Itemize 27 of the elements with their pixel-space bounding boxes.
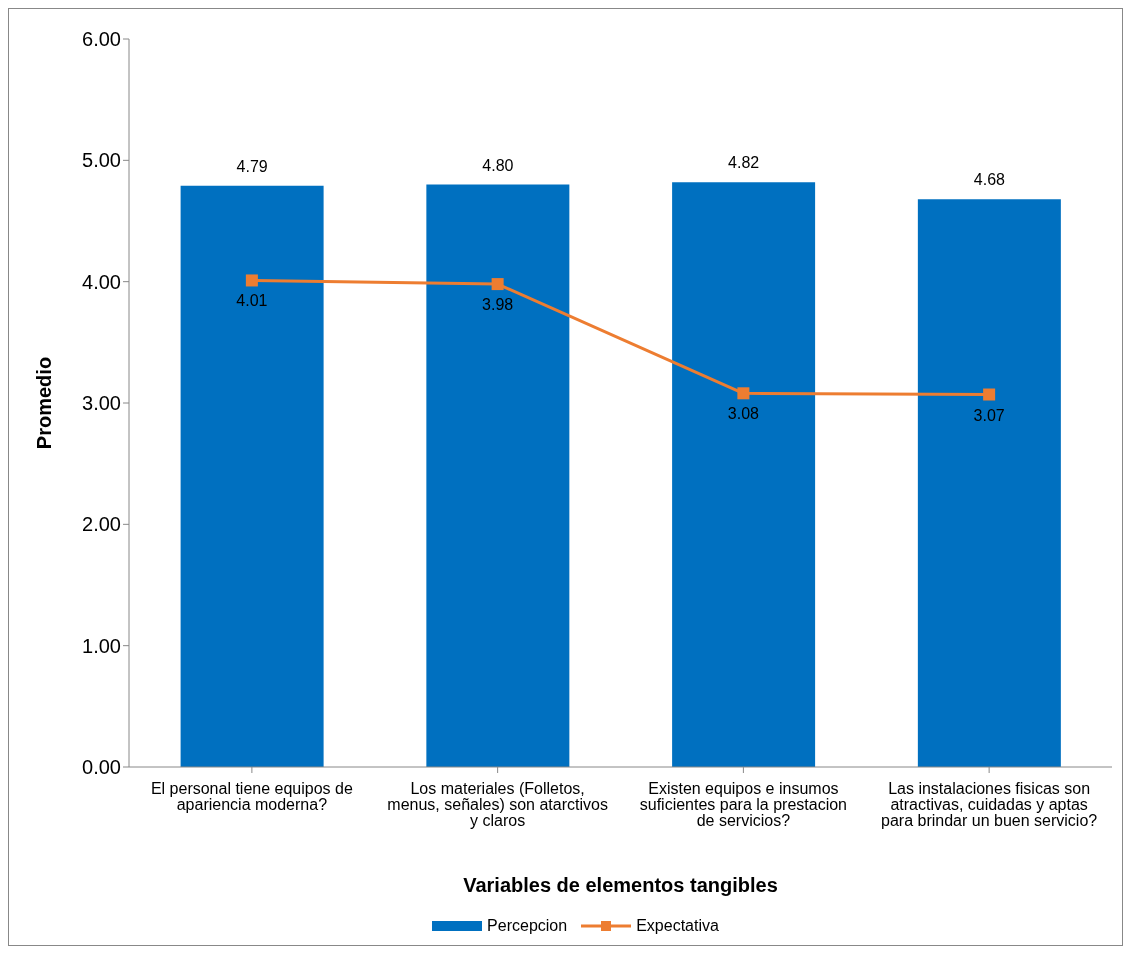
y-tick-label: 3.00 [82, 392, 121, 415]
x-tick-label: Existen equipos e insumos suficientes para la prestacion de servicios? [639, 780, 847, 830]
data-label: 4.82 [728, 154, 760, 172]
point [245, 274, 258, 287]
point [491, 278, 504, 291]
point [983, 388, 996, 401]
y-tick-label: 6.00 [82, 28, 121, 51]
y-tick-label: 1.00 [82, 634, 121, 657]
data-label: 3.08 [727, 405, 760, 423]
data-label: 3.98 [482, 296, 514, 314]
y-tick-label: 0.00 [82, 756, 121, 779]
x-tick-label: El personal tiene equipos de apariencia moderna? [150, 780, 353, 814]
y-axis-title: Promedio [33, 356, 56, 450]
data-label: 3.07 [973, 406, 1005, 424]
x-tick-label: Las instalaciones fisicas son atractivas, cuidadas y aptas para brindar un buen servicio? [881, 780, 1098, 830]
data-label: 4.80 [482, 156, 514, 174]
x-tick-label: Los materiales (Folletos, menus, señales) son atarctivos y claros [387, 780, 608, 830]
y-tick-label: 4.00 [82, 270, 121, 293]
data-label: 4.79 [236, 157, 268, 175]
point [737, 387, 750, 400]
y-tick-label: 5.00 [82, 149, 121, 172]
y-tick-label: 2.00 [82, 513, 121, 536]
legend-label: Percepcion [486, 917, 568, 935]
data-label: 4.68 [973, 171, 1006, 189]
x-axis-title: Variables de elementos tangibles [463, 874, 778, 896]
legend-label: Expectativa [635, 917, 719, 935]
data-label: 4.01 [236, 292, 268, 310]
